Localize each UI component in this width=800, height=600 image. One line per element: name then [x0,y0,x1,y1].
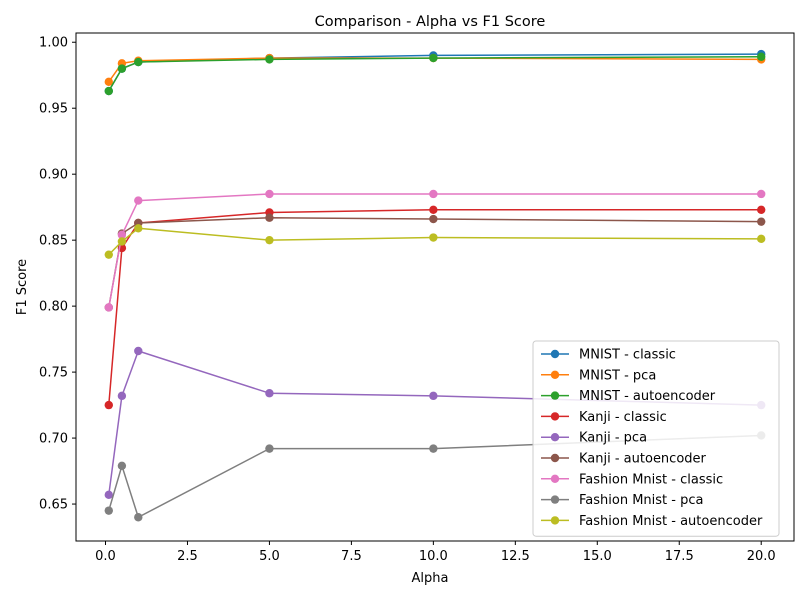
data-point [104,400,113,410]
data-point [429,233,438,242]
legend-marker [550,412,560,421]
data-point [104,250,113,259]
x-tick-label: 10.0 [419,549,448,564]
x-tick-label: 0.0 [95,549,116,564]
series-line [108,209,762,406]
data-point [117,461,127,470]
data-point [429,189,438,199]
legend-marker [550,495,560,504]
legend-item: Fashion Mnist - classic [541,472,723,487]
chart-title: Comparison - Alpha vs F1 Score [315,14,546,30]
legend: MNIST - classic MNIST - pca MNIST - autoen… [532,340,780,537]
data-point [104,86,113,96]
y-tick-label: 0.70 [39,432,68,447]
series-line [108,193,762,308]
data-point [117,64,127,73]
y-axis: 0.65 0.70 0.75 0.80 0.85 0.90 0.95 1.00 [39,36,76,513]
legend-item: Kanji - classic [541,410,667,425]
data-point [429,205,438,215]
x-axis: 0.0 2.5 5.0 7.5 10.0 12.5 15.0 17.5 20.0 [95,541,776,564]
legend-marker [550,453,560,463]
legend-label: Kanji - pca [579,431,647,446]
legend-item: MNIST - pca [541,368,656,383]
y-tick-label: 0.95 [39,102,68,117]
data-point [265,55,274,64]
series-fashion-mnist-autoencoder [104,224,766,259]
data-point [117,230,127,240]
legend-label: Kanji - classic [579,410,667,425]
data-point [757,205,766,215]
data-point [134,196,143,205]
data-point [265,444,274,453]
data-point [757,234,766,244]
y-tick-label: 0.65 [39,498,68,513]
legend-label: Fashion Mnist - autoencoder [579,514,763,529]
series-line [108,434,762,518]
y-tick-label: 1.00 [39,36,68,51]
legend-item: MNIST - autoencoder [541,389,716,404]
data-point [757,52,766,61]
data-point [265,189,274,199]
legend-item: Fashion Mnist - pca [541,493,703,508]
y-tick-label: 0.75 [39,366,68,381]
y-axis-label: F1 Score [15,259,30,315]
legend-box [532,340,780,537]
x-tick-label: 12.5 [501,549,530,564]
legend-marker [550,391,560,400]
legend-label: Fashion Mnist - pca [579,493,703,508]
y-tick-label: 0.90 [39,168,68,183]
legend-marker [550,474,560,483]
series-line [108,350,762,495]
legend-label: MNIST - classic [579,348,676,363]
series-layer [104,49,766,522]
x-tick-label: 2.5 [177,549,198,564]
legend-marker [550,516,560,525]
y-tick-label: 0.85 [39,234,68,249]
legend-item: MNIST - classic [541,348,676,363]
x-tick-label: 5.0 [259,549,280,564]
data-point [134,57,143,67]
data-point [265,235,274,245]
data-point [757,189,766,199]
data-point [104,77,113,87]
x-tick-label: 17.5 [665,549,694,564]
data-point [265,389,274,398]
legend-item: Fashion Mnist - autoencoder [541,514,763,529]
legend-item: Kanji - autoencoder [541,452,707,467]
y-tick-label: 0.80 [39,300,68,315]
series-fashion-mnist-pca [104,431,766,522]
x-tick-label: 15.0 [583,549,612,564]
data-point [104,490,113,500]
data-point [429,53,438,63]
series-line [108,56,762,92]
legend-marker [550,433,560,442]
data-point [134,224,143,233]
legend-marker [550,370,560,379]
data-point [117,391,127,401]
data-point [104,303,113,312]
data-point [429,214,438,224]
series-mnist-autoencoder [104,52,766,96]
data-point [265,213,274,222]
legend-label: MNIST - pca [579,368,656,383]
series-fashion-mnist-classic [104,189,766,312]
legend-label: Fashion Mnist - classic [579,472,723,487]
data-point [429,444,438,453]
x-tick-label: 20.0 [747,549,776,564]
data-point [104,506,113,515]
data-point [757,217,766,226]
x-tick-label: 7.5 [341,549,362,564]
x-axis-label: Alpha [412,571,449,586]
data-point [134,346,143,356]
data-point [429,391,438,401]
legend-item: Kanji - pca [541,431,647,446]
legend-label: Kanji - autoencoder [579,452,707,467]
legend-label: MNIST - autoencoder [579,389,716,404]
data-point [117,237,127,246]
data-point [134,513,143,522]
plot-frame [75,32,795,542]
legend-marker [550,349,560,359]
